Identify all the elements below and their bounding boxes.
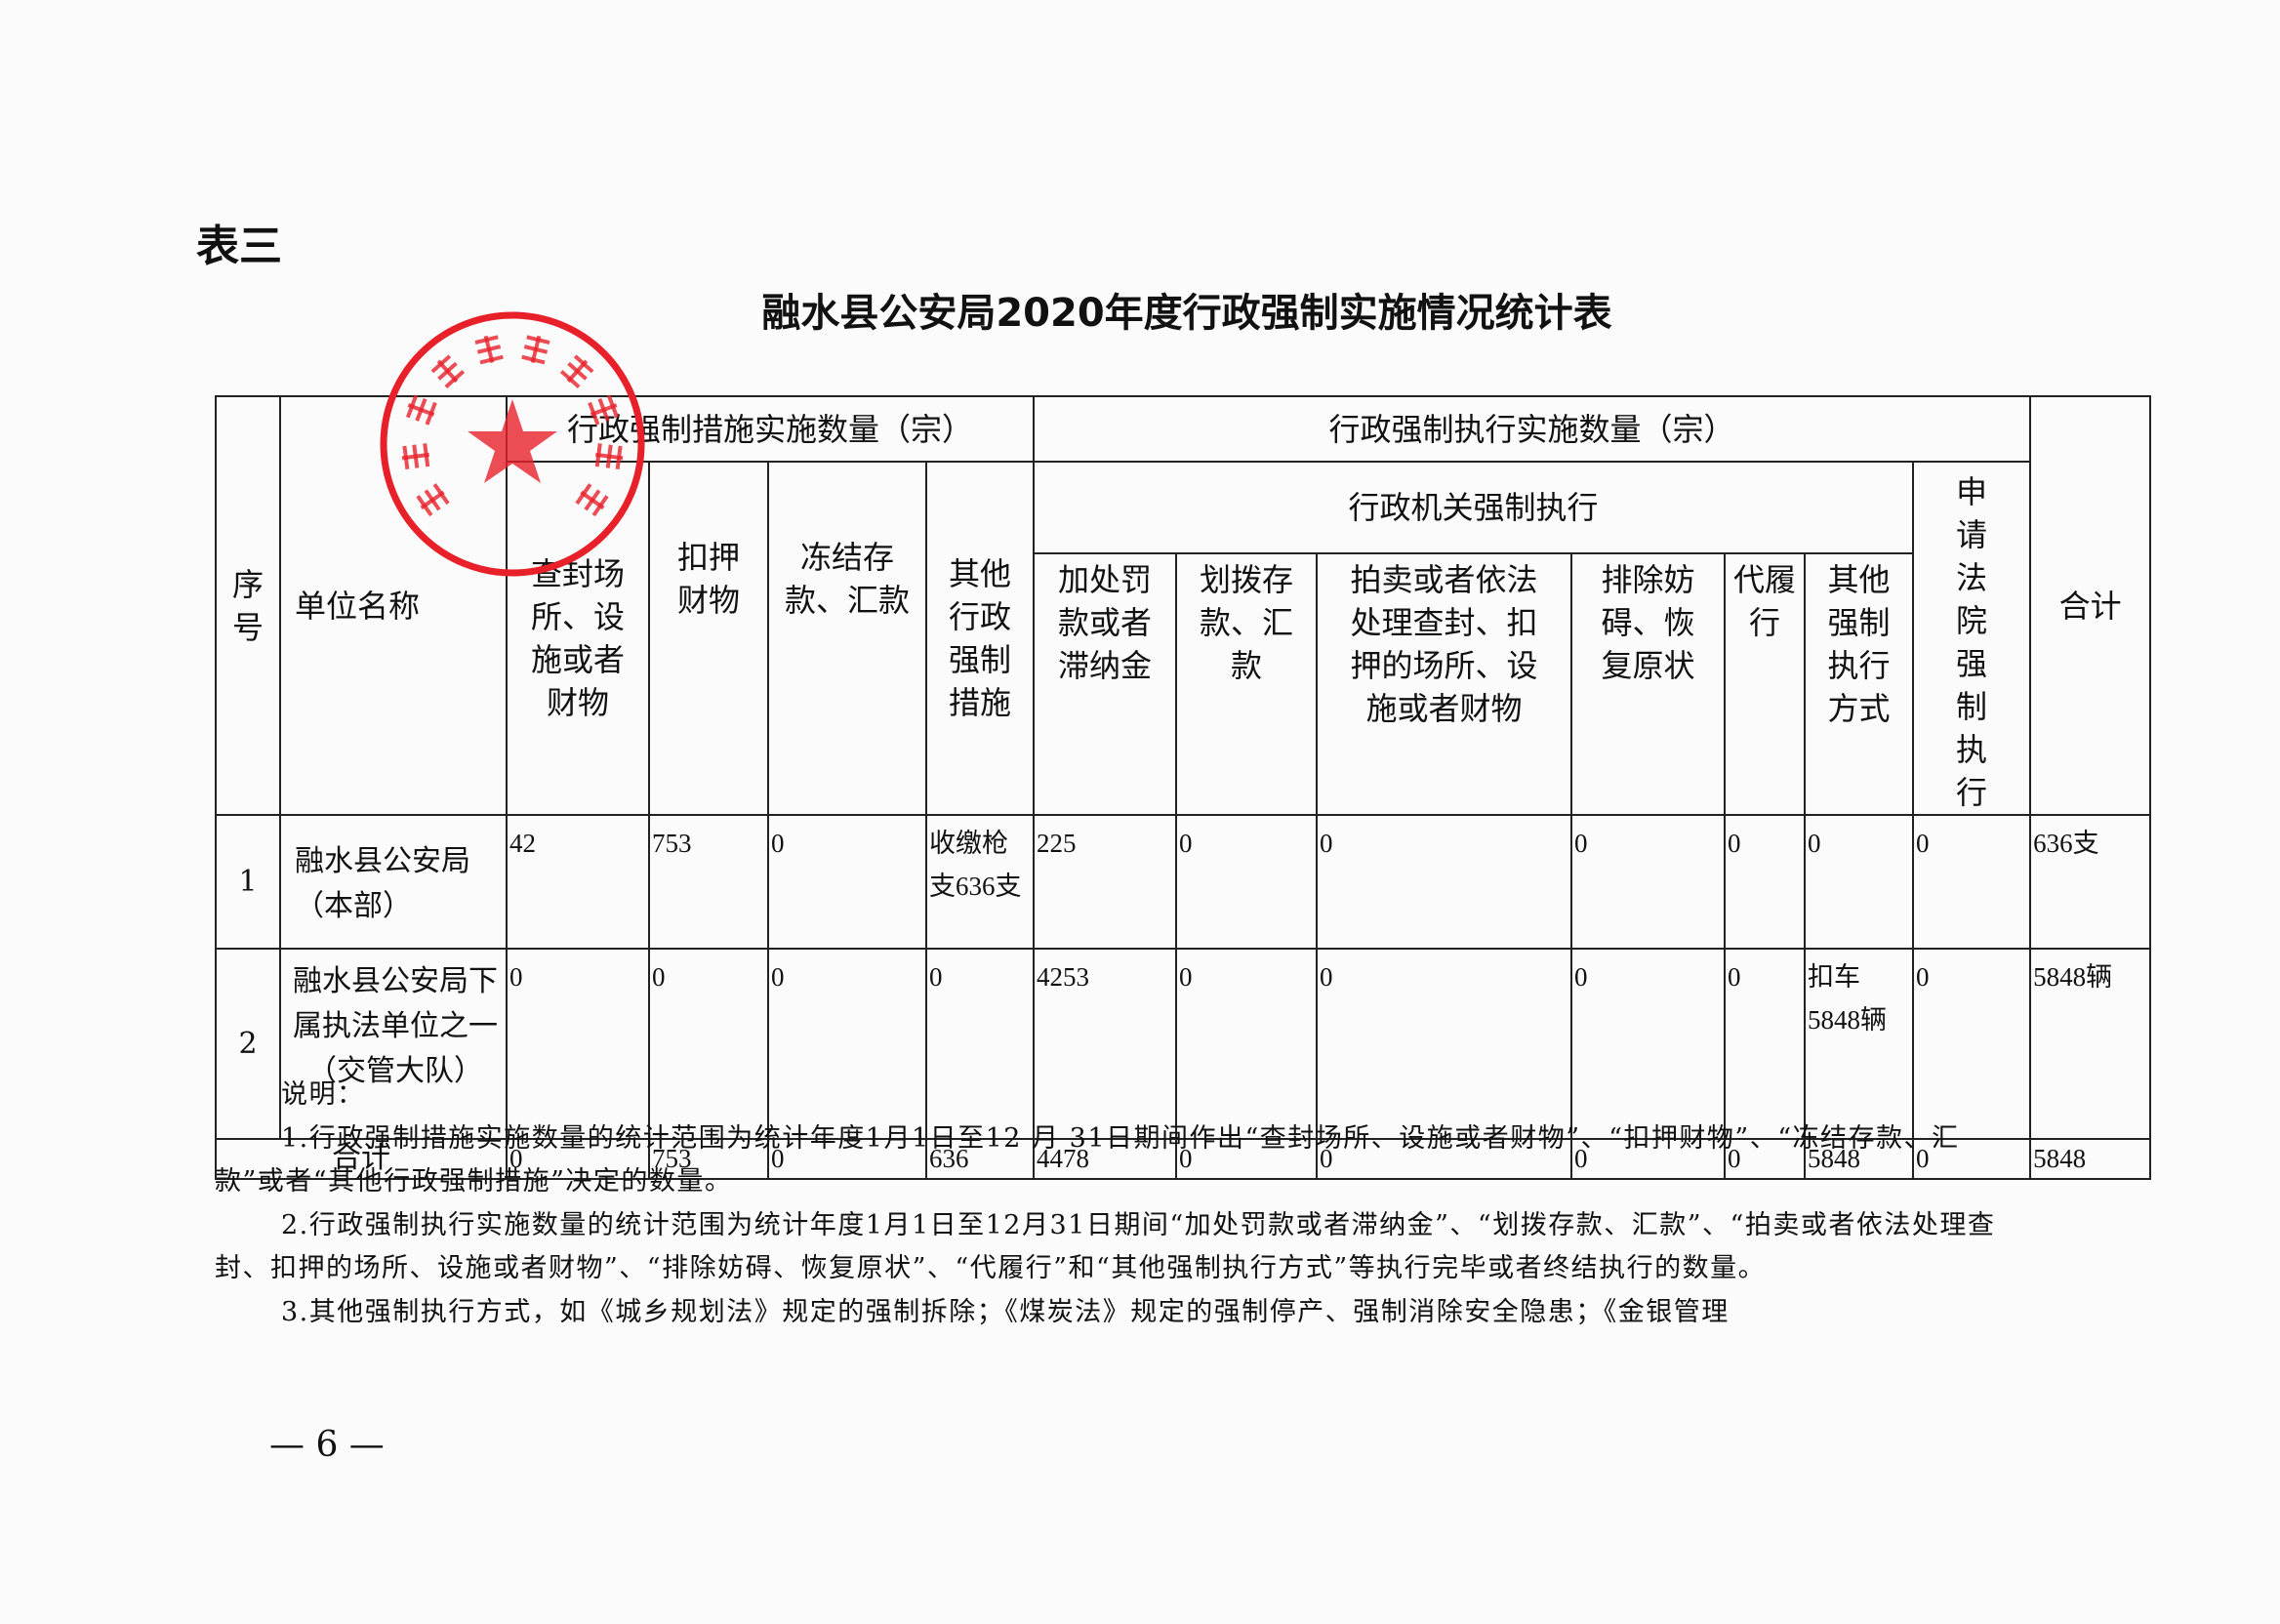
- cell: 0: [924, 948, 1036, 1140]
- note-item: 1.行政强制措施实施数量的统计范围为统计年度1月1日至12 月 31日期间作出“…: [215, 1122, 1960, 1198]
- cell: 0: [1570, 1138, 1727, 1180]
- header-exec-substitute: 代履行: [1724, 552, 1807, 816]
- cell: 0: [1912, 1138, 2032, 1180]
- page-number: — 6 —: [269, 1425, 385, 1465]
- cell: 0: [1175, 814, 1319, 950]
- table-row: 2 融水县公安局下属执法单位之一（交管大队） 0 0 0 0 4253 0 0 …: [215, 948, 2152, 1140]
- row-unit: 融水县公安局（本部）: [279, 814, 508, 950]
- cell: 0: [1316, 948, 1573, 1140]
- note-item: 3.其他强制执行方式，如《城乡规划法》规定的强制拆除；《煤炭法》规定的强制停产、…: [281, 1296, 1730, 1327]
- cell: 5848: [1804, 1138, 1915, 1180]
- total-label: 合计: [215, 1138, 508, 1180]
- header-exec-transfer: 划拨存款、汇款: [1175, 552, 1319, 816]
- cell: 收缴枪支636支: [924, 814, 1036, 950]
- cell: 5848: [2029, 1138, 2152, 1180]
- seal-glyph-mark: [559, 354, 594, 388]
- cell: 0: [767, 948, 927, 1140]
- cell: 0: [767, 814, 927, 950]
- cell: 225: [1033, 814, 1178, 950]
- cell: 0: [506, 948, 650, 1140]
- cell: 0: [767, 1138, 927, 1180]
- cell: 5848辆: [2029, 948, 2152, 1140]
- table-row: 1 融水县公安局（本部） 42 753 0 收缴枪支636支 225 0 0 0…: [215, 814, 2152, 950]
- cell: 扣车5848辆: [1804, 948, 1915, 1140]
- cell: 42: [506, 814, 650, 950]
- cell: 0: [648, 948, 769, 1140]
- cell: 753: [648, 814, 769, 950]
- header-seq: 序号: [215, 395, 281, 816]
- header-exec-other: 其他强制执行方式: [1804, 552, 1915, 816]
- cell: 0: [1724, 948, 1807, 1140]
- header-court-exec: 申请法院强制执行: [1912, 461, 2032, 816]
- cell: 0: [1316, 1138, 1573, 1180]
- cell: 0: [1912, 948, 2032, 1140]
- cell: 636: [924, 1138, 1036, 1180]
- document-label: 表三: [196, 222, 282, 271]
- cell: 0: [1316, 814, 1573, 950]
- header-total: 合计: [2029, 395, 2152, 816]
- cell: 0: [1570, 948, 1727, 1140]
- header-exec-auction: 拍卖或者依法处理查封、扣押的场所、设施或者财物: [1316, 552, 1573, 816]
- cell: 753: [648, 1138, 769, 1180]
- seal-glyph-mark: [521, 335, 550, 365]
- cell: 0: [1724, 814, 1807, 950]
- header-exec-fine: 加处罚款或者滞纳金: [1033, 552, 1178, 816]
- cell: 0: [1912, 814, 2032, 950]
- header-exec-remove: 排除妨碍、恢复原状: [1570, 552, 1727, 816]
- cell: 636支: [2029, 814, 2152, 950]
- header-measure-freeze: 冻结存款、汇款: [767, 461, 927, 816]
- header-unit: 单位名称: [279, 395, 508, 816]
- header-execution-group: 行政强制执行实施数量（宗）: [1033, 395, 2032, 463]
- cell: 4253: [1033, 948, 1178, 1140]
- page-title: 融水县公安局2020年度行政强制实施情况统计表: [761, 291, 1612, 336]
- header-measure-seal: 查封场所、设施或者财物: [506, 461, 650, 816]
- cell: 0: [1175, 1138, 1319, 1180]
- cell: 4478: [1033, 1138, 1178, 1180]
- cell: 0: [506, 1138, 650, 1180]
- header-measure-other: 其他行政强制措施: [924, 461, 1036, 816]
- seal-glyph-mark: [474, 335, 504, 365]
- total-row: 合计 0 753 0 636 4478 0 0 0 0 5848 0 5848: [215, 1138, 2152, 1180]
- row-seq: 2: [215, 948, 281, 1140]
- row-unit: 融水县公安局下属执法单位之一（交管大队）: [279, 948, 508, 1140]
- note-item: 2.行政强制执行实施数量的统计范围为统计年度1月1日至12月31日期间“加处罚款…: [215, 1209, 1996, 1284]
- header-admin-exec-group: 行政机关强制执行: [1033, 460, 1915, 555]
- seal-glyph-mark: [430, 354, 466, 388]
- header-measures-group: 行政强制措施实施数量（宗）: [505, 395, 1036, 463]
- row-seq: 1: [215, 814, 281, 950]
- cell: 0: [1570, 814, 1727, 950]
- notes-heading: 说明：: [281, 1079, 365, 1110]
- statistics-table: 序号 单位名称 行政强制措施实施数量（宗） 行政强制执行实施数量（宗） 合计 查…: [215, 395, 2152, 1180]
- header-measure-detain: 扣押财物: [648, 461, 769, 816]
- notes: 说明： 1.行政强制措施实施数量的统计范围为统计年度1月1日至12 月 31日期…: [215, 1074, 2001, 1334]
- cell: 0: [1804, 814, 1915, 950]
- cell: 0: [1175, 948, 1319, 1140]
- cell: 0: [1724, 1138, 1807, 1180]
